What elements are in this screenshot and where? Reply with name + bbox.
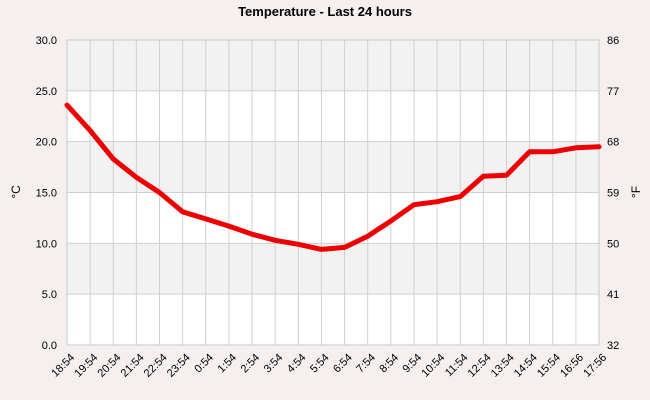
data-point: [273, 238, 278, 243]
y-tick-label-left: 20.0: [36, 137, 57, 149]
x-tick-label: 17:56: [581, 352, 609, 380]
data-point: [365, 234, 370, 239]
data-point: [319, 247, 324, 252]
series-temperature: [64, 102, 602, 252]
x-tick-label: 11:54: [443, 352, 470, 379]
y-tick-label-right: 68: [607, 137, 619, 149]
series-line: [64, 102, 602, 252]
plot-band: [67, 294, 599, 345]
y-tick-label-left: 25.0: [36, 86, 57, 98]
y-tick-label-right: 77: [607, 86, 619, 98]
data-point: [435, 199, 440, 204]
x-tick-label: 21:54: [119, 352, 147, 380]
plot-band: [67, 192, 599, 244]
data-point: [157, 190, 162, 195]
x-tick-label: 0:54: [192, 352, 216, 376]
data-point: [65, 103, 69, 108]
y-axis-left-label: °C: [9, 185, 23, 199]
data-point: [527, 149, 532, 154]
x-tick-label: 19:54: [72, 352, 100, 380]
data-point: [550, 149, 555, 154]
plot-band: [67, 90, 599, 142]
x-tick-label: 2:54: [239, 352, 263, 376]
data-point: [134, 175, 139, 180]
x-tick-label: 8:54: [377, 352, 401, 376]
data-point: [481, 174, 486, 179]
plot-band: [67, 40, 599, 91]
data-point: [573, 145, 578, 150]
data-point: [411, 202, 416, 207]
data-point: [250, 232, 255, 237]
y-axis-left-ticks: 0.0 5.0 10.0 15.0 20.0 25.0 30.0: [36, 35, 57, 352]
x-tick-label: 5:54: [308, 352, 332, 376]
data-point: [504, 173, 509, 178]
x-tick-label: 18:54: [49, 352, 77, 380]
data-point: [342, 245, 347, 250]
x-tick-label: 12:54: [466, 352, 494, 380]
x-tick-label: 1:54: [215, 352, 239, 376]
data-point: [388, 218, 393, 223]
y-tick-label-left: 30.0: [36, 35, 57, 47]
chart-title: Temperature - Last 24 hours: [238, 4, 412, 19]
x-tick-label: 13:54: [489, 352, 517, 380]
data-point: [226, 224, 231, 229]
data-point: [296, 242, 301, 247]
x-tick-label: 23:54: [165, 352, 193, 380]
data-point: [111, 156, 116, 161]
x-tick-label: 15:54: [535, 352, 563, 380]
y-tick-label-left: 15.0: [36, 188, 57, 200]
y-tick-label-left: 5.0: [42, 289, 57, 301]
y-tick-label-right: 32: [607, 340, 619, 352]
y-axis-right-ticks: 32 41 50 59 68 77 86: [607, 35, 619, 352]
y-tick-label-left: 0.0: [42, 340, 57, 352]
grid-lines: [66, 39, 600, 346]
x-tick-label: 14:54: [512, 352, 540, 380]
plot-band: [67, 141, 599, 193]
x-tick-label: 7:54: [354, 352, 378, 376]
data-point: [203, 216, 208, 221]
x-tick-label: 22:54: [142, 352, 170, 380]
y-tick-label-right: 86: [607, 35, 619, 47]
y-axis-right-label: °F: [629, 186, 643, 198]
x-tick-label: 20:54: [96, 352, 124, 380]
plot-band: [67, 243, 599, 295]
data-point: [180, 209, 185, 214]
x-tick-label: 3:54: [262, 352, 286, 376]
y-tick-label-right: 59: [607, 188, 619, 200]
y-tick-label-left: 10.0: [36, 238, 57, 250]
plot-border: [66, 39, 600, 346]
plot-background-bands: [67, 40, 599, 345]
x-tick-label: 10:54: [419, 352, 447, 380]
y-tick-label-right: 41: [607, 289, 619, 301]
x-tick-label: 16:56: [558, 352, 586, 380]
x-tick-label: 6:54: [331, 352, 355, 376]
x-tick-label: 4:54: [285, 352, 309, 376]
data-point: [458, 194, 463, 199]
data-point: [597, 144, 601, 149]
data-point: [88, 128, 93, 133]
y-tick-label-right: 50: [607, 238, 619, 250]
